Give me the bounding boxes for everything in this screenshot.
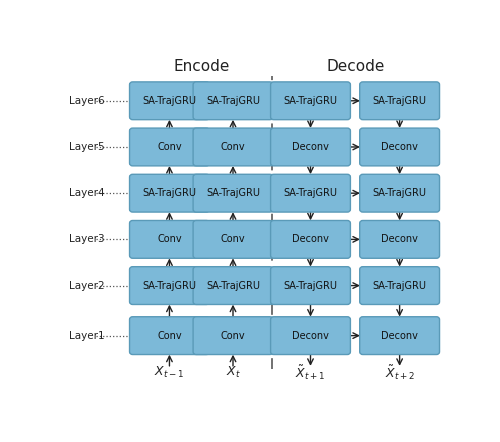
Text: Deconv: Deconv — [292, 142, 329, 152]
Text: Layer2: Layer2 — [68, 281, 104, 290]
FancyBboxPatch shape — [130, 128, 210, 166]
Text: SA-TrajGRU: SA-TrajGRU — [284, 281, 338, 290]
Text: Deconv: Deconv — [292, 331, 329, 341]
Text: $\tilde{X}_{t+1}$: $\tilde{X}_{t+1}$ — [296, 363, 326, 382]
Text: Encode: Encode — [173, 59, 230, 74]
Text: SA-TrajGRU: SA-TrajGRU — [142, 281, 197, 290]
Text: SA-TrajGRU: SA-TrajGRU — [372, 188, 426, 198]
FancyBboxPatch shape — [130, 317, 210, 354]
Text: Decode: Decode — [326, 59, 384, 74]
FancyBboxPatch shape — [193, 267, 273, 305]
Text: $X_t$: $X_t$ — [226, 365, 240, 380]
Text: Conv: Conv — [220, 331, 246, 341]
FancyBboxPatch shape — [193, 174, 273, 212]
FancyBboxPatch shape — [270, 221, 350, 258]
Text: Conv: Conv — [157, 142, 182, 152]
Text: Conv: Conv — [220, 142, 246, 152]
Text: Deconv: Deconv — [381, 142, 418, 152]
FancyBboxPatch shape — [130, 82, 210, 120]
Text: SA-TrajGRU: SA-TrajGRU — [372, 281, 426, 290]
FancyBboxPatch shape — [270, 82, 350, 120]
Text: Deconv: Deconv — [292, 234, 329, 244]
FancyBboxPatch shape — [360, 221, 440, 258]
FancyBboxPatch shape — [360, 128, 440, 166]
Text: SA-TrajGRU: SA-TrajGRU — [284, 188, 338, 198]
Text: SA-TrajGRU: SA-TrajGRU — [206, 96, 260, 106]
FancyBboxPatch shape — [360, 174, 440, 212]
Text: Layer5: Layer5 — [68, 142, 104, 152]
Text: SA-TrajGRU: SA-TrajGRU — [284, 96, 338, 106]
Text: SA-TrajGRU: SA-TrajGRU — [206, 281, 260, 290]
FancyBboxPatch shape — [130, 267, 210, 305]
Text: Conv: Conv — [220, 234, 246, 244]
FancyBboxPatch shape — [360, 267, 440, 305]
Text: Layer3: Layer3 — [68, 234, 104, 244]
FancyBboxPatch shape — [130, 174, 210, 212]
Text: $\tilde{X}_{t+2}$: $\tilde{X}_{t+2}$ — [384, 363, 414, 382]
Text: Layer1: Layer1 — [68, 331, 104, 341]
FancyBboxPatch shape — [193, 128, 273, 166]
Text: SA-TrajGRU: SA-TrajGRU — [142, 188, 197, 198]
Text: SA-TrajGRU: SA-TrajGRU — [142, 96, 197, 106]
Text: Layer6: Layer6 — [68, 96, 104, 106]
Text: Deconv: Deconv — [381, 331, 418, 341]
Text: SA-TrajGRU: SA-TrajGRU — [206, 188, 260, 198]
Text: Layer4: Layer4 — [68, 188, 104, 198]
FancyBboxPatch shape — [193, 221, 273, 258]
FancyBboxPatch shape — [360, 82, 440, 120]
FancyBboxPatch shape — [360, 317, 440, 354]
FancyBboxPatch shape — [130, 221, 210, 258]
FancyBboxPatch shape — [193, 82, 273, 120]
Text: $X_{t-1}$: $X_{t-1}$ — [154, 365, 184, 380]
FancyBboxPatch shape — [270, 174, 350, 212]
FancyBboxPatch shape — [270, 317, 350, 354]
FancyBboxPatch shape — [193, 317, 273, 354]
FancyBboxPatch shape — [270, 128, 350, 166]
Text: SA-TrajGRU: SA-TrajGRU — [372, 96, 426, 106]
Text: Deconv: Deconv — [381, 234, 418, 244]
FancyBboxPatch shape — [270, 267, 350, 305]
Text: Conv: Conv — [157, 331, 182, 341]
Text: Conv: Conv — [157, 234, 182, 244]
